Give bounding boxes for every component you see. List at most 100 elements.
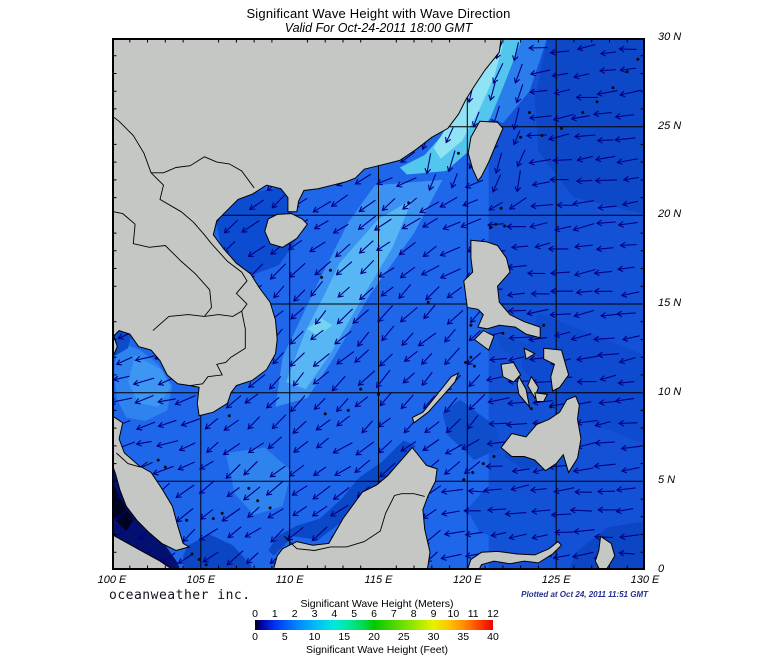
islet-dot: [499, 206, 503, 210]
map-canvas: [112, 38, 645, 570]
valid-time-subtitle: Valid For Oct-24-2011 18:00 GMT: [284, 21, 473, 35]
islet-dot: [247, 486, 251, 490]
land-palawan: [411, 372, 460, 424]
land-samar-leyte: [543, 347, 570, 392]
colorbar-title-feet: Significant Wave Height (Feet): [305, 644, 448, 656]
lat-label: 15 N: [658, 297, 682, 309]
islet-dot: [611, 86, 615, 90]
plotted-timestamp: Plotted at Oct 24, 2011 11:51 GMT: [521, 590, 648, 599]
lat-label: 25 N: [658, 119, 682, 132]
islet-dot: [329, 268, 332, 272]
islet-dot: [320, 275, 324, 279]
islet-dot: [323, 412, 327, 416]
islet-dot: [256, 499, 260, 503]
border-vietnam-laos: [150, 172, 248, 312]
islet-dot: [519, 135, 523, 139]
islet-dot: [227, 414, 231, 418]
meters-tick: 7: [390, 608, 397, 620]
islet-dot: [595, 100, 599, 104]
islet-dot: [503, 224, 507, 228]
land-halmahera: [594, 535, 616, 570]
oceanweather-logo-text: oceanweather inc.: [109, 588, 251, 603]
islet-dot: [549, 405, 553, 409]
meters-tick: 0: [252, 608, 258, 620]
wave-region-gulf-of-thailand-core: [128, 355, 171, 407]
lon-label: 110 E: [275, 574, 304, 586]
islet-dot: [560, 126, 563, 130]
land-sumatra: [112, 533, 172, 570]
wave-region-sulu-sea-dark: [442, 399, 502, 461]
feet-tick: 10: [308, 631, 321, 643]
colorbar-title-meters: Significant Wave Height (Meters): [300, 598, 454, 610]
islet-dot: [359, 387, 363, 391]
lat-label: 30 N: [658, 31, 682, 43]
colorbar-gradient: [255, 620, 493, 630]
border-cambodia-vietnam: [190, 311, 246, 387]
lon-label: 120 E: [452, 574, 482, 586]
meters-tick: 3: [311, 608, 318, 620]
land-bohol: [534, 392, 549, 402]
islet-dot: [529, 407, 533, 411]
meters-tick: 2: [291, 608, 298, 620]
land-negros: [516, 375, 531, 409]
land-malay-peninsula: [112, 415, 191, 552]
islet-dot: [220, 511, 224, 515]
islet-dot: [501, 331, 505, 335]
islet-dot: [377, 392, 380, 396]
land-mindoro: [473, 329, 495, 351]
meters-tick: 4: [331, 608, 338, 620]
wave-region-scs-band-core: [286, 199, 413, 390]
wave-region-scs-cyan-spot: [307, 318, 333, 336]
meters-tick: 8: [410, 608, 417, 620]
islet-dot: [456, 151, 460, 155]
land-asia-mainland: [112, 38, 502, 417]
lon-label: 105 E: [186, 574, 216, 586]
lon-label: 100 E: [97, 574, 127, 586]
islet-dot: [528, 111, 531, 114]
meters-tick: 12: [487, 608, 499, 620]
border-laos-cambodia: [204, 310, 242, 317]
islet-dot: [407, 201, 411, 205]
wave-region-gulf-of-tonkin-dark: [215, 187, 299, 276]
meters-tick: 6: [371, 608, 377, 620]
page-title: Significant Wave Height with Wave Direct…: [246, 6, 511, 21]
feet-tick: 15: [338, 631, 351, 643]
islet-dot: [268, 506, 272, 510]
lon-label: 130 E: [630, 574, 660, 586]
meters-tick: 5: [351, 608, 358, 620]
land-hainan: [264, 213, 309, 248]
wave-region-celebes-dark: [467, 488, 555, 542]
land-sulawesi: [466, 540, 563, 570]
islet-dot: [636, 57, 640, 61]
lat-label: 20 N: [658, 208, 682, 221]
islet-dot: [488, 226, 492, 230]
islet-dot: [494, 222, 498, 226]
land-mindanao: [500, 395, 582, 474]
wave-region-pacific-mid-dark: [520, 312, 645, 444]
border-thailand-cambodia: [152, 314, 205, 331]
feet-tick: 0: [252, 631, 258, 643]
meters-tick: 11: [467, 608, 479, 620]
islet-dot: [581, 111, 585, 114]
land-luzon: [463, 239, 541, 339]
feet-tick: 35: [457, 631, 470, 643]
islet-dot: [185, 518, 189, 522]
islet-dot: [472, 364, 476, 368]
wave-region-pacific-ne-dark: [534, 38, 645, 215]
islet-dot: [156, 458, 160, 462]
islet-dot: [469, 355, 473, 359]
islet-dot: [197, 557, 201, 561]
feet-tick: 20: [368, 631, 380, 643]
border-malaysia-indonesia: [283, 493, 425, 551]
feet-tick: 5: [281, 631, 288, 643]
islet-dot: [469, 323, 473, 327]
border-laos-thailand: [113, 211, 212, 317]
islet-dot: [426, 300, 430, 304]
land-panay: [500, 361, 522, 383]
land-borneo: [272, 446, 438, 570]
border-china-vietnam: [151, 156, 255, 189]
border-china-myanmar: [112, 115, 152, 173]
islet-dot: [462, 478, 466, 482]
islet-dot: [481, 462, 485, 466]
